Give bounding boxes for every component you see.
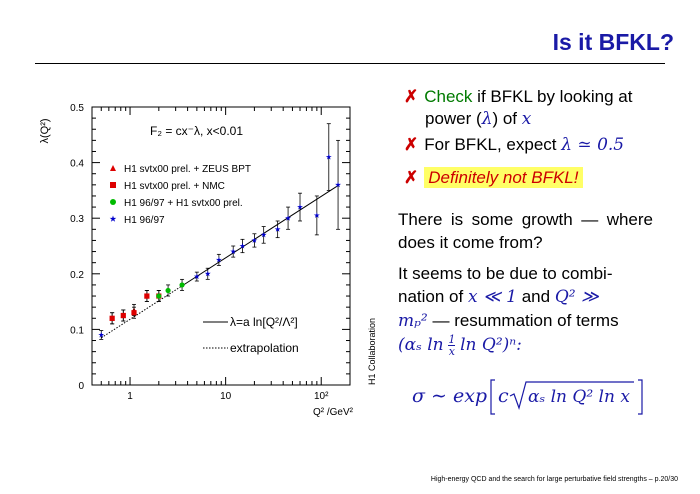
x-tick-label: 10² [314,391,329,402]
star-marker [260,231,267,238]
fraction-numerator: 1 [448,333,456,347]
y-axis-label: λ(Q²) [39,118,51,143]
bullet-text-cont2: ) of [492,109,522,128]
star-marker [109,215,117,222]
star-marker [215,256,222,263]
cross-icon: ✗ [404,87,419,106]
left-bracket-icon [490,379,495,415]
bullet-expect: ✗ For BFKL, expect λ ≃ 0.5 [404,134,624,156]
bullet-keyword: Check [424,87,473,106]
x-axis-label: Q² /GeV² [313,407,354,418]
plot-legend: H1 svtx00 prel. + ZEUS BPT H1 svtx00 prel… [109,164,299,355]
resummation-term-a: (αₛ ln [398,335,444,355]
fraction-denominator: x [448,345,455,359]
plot-axes-box [91,106,351,386]
collaboration-label: H1 Collaboration [367,318,377,385]
star-marker [251,237,258,243]
bullet-text: if BFKL by looking at [472,87,633,106]
proton-mass-squared: mₚ² [398,311,428,331]
plot-points [98,123,341,340]
y-tick-label: 0.3 [70,214,84,225]
right-bracket-icon [638,379,643,415]
paragraph-origin: It seems to be due to combi- nation of x… [398,262,653,357]
fit-formula-label: F₂ = cx⁻λ, x<0.01 [150,124,243,138]
bullet-verdict: ✗ Definitely not BFKL! [404,167,583,189]
small-x-condition: x ≪ 1 [467,287,517,307]
y-tick-label: 0 [78,381,84,392]
y-tick-label: 0.4 [70,159,84,170]
star-marker [297,204,303,210]
star-marker [325,153,332,160]
star-marker [230,248,237,255]
star-marker [98,331,105,338]
resummation-term-b: ln Q²)ⁿ: [460,335,522,355]
lambda-expectation: λ ≃ 0.5 [561,135,625,155]
lambda-symbol: λ [481,109,493,129]
square-marker [120,312,126,319]
bullet-text-cont: power ( [425,109,482,128]
formula-lhs: σ ∼ exp [412,385,487,407]
star-marker [193,273,200,280]
para-text: It seems to be due to combi- [398,264,613,283]
star-marker [335,181,341,188]
extrapolation-line [100,285,183,339]
paragraph-growth: There is some growth — where does it com… [398,210,653,252]
para-text: and [521,287,551,306]
formula-c: c [498,385,509,407]
legend-entry-label: H1 svtx00 prel. + ZEUS BPT [124,164,251,175]
star-marker [285,215,291,221]
bullet-text: For BFKL, expect [424,135,562,154]
plot-frame [91,106,351,386]
sqrt-icon [509,381,634,411]
large-q2-condition: Q² ≫ [554,287,599,307]
para-text: nation of [398,287,464,306]
formula-radicand: αₛ ln Q² ln x [528,387,630,407]
star-marker [239,242,246,249]
y-tick-label: 0.2 [70,270,84,281]
x-symbol: x [521,109,532,129]
square-marker [144,293,150,299]
star-marker [313,212,320,218]
star-marker [204,270,211,277]
y-tick-label: 0.1 [70,325,84,336]
line-legend-label: extrapolation [230,341,299,355]
star-marker [274,226,281,232]
square-marker [131,310,137,316]
y-tick-label: 0.5 [70,103,84,114]
square-marker [109,315,115,321]
plot-ticks: 0 0.1 0.2 0.3 0.4 0.5 1 10 10² [70,103,351,402]
slide-footer: High-energy QCD and the search for large… [430,476,678,483]
title-divider [35,63,665,64]
circle-marker [179,282,185,288]
legend-entry-label: H1 96/97 + H1 svtx00 prel. [124,198,243,209]
circle-marker [156,293,162,299]
lambda-plot: 0 0.1 0.2 0.3 0.4 0.5 1 10 10² H1 svtx00 prel. +… [39,103,377,418]
x-tick-label: 10 [220,391,232,402]
formula-graphic: σ ∼ exp c αₛ ln Q² ln x [412,379,643,415]
verdict-highlight: Definitely not BFKL! [424,167,583,188]
x-tick-label: 1 [127,391,133,402]
cross-section-formula: σ ∼ exp c αₛ ln Q² ln x [412,374,652,426]
legend-entry-label: H1 96/97 [124,215,165,226]
para-text: — resummation of terms [432,311,619,330]
bullet-check: ✗ Check if BFKL by looking at power (λ) o… [404,86,632,130]
legend-entry-label: H1 svtx00 prel. + NMC [124,181,225,192]
circle-marker [165,287,171,294]
line-legend-label: λ=a ln[Q²/Λ²] [230,315,298,329]
slide-title: Is it BFKL? [552,29,674,55]
circle-marker [110,199,116,205]
cross-icon: ✗ [404,135,419,154]
square-marker [110,182,116,188]
cross-icon: ✗ [404,168,419,187]
triangle-marker [110,165,116,171]
